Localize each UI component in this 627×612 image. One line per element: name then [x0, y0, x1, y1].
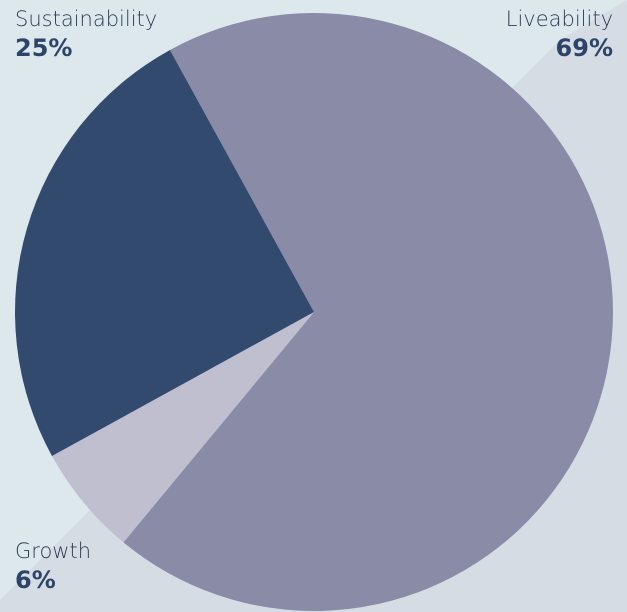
pie-slice-liveability	[123, 12, 614, 611]
slice-percent-liveability: 69%	[555, 34, 613, 63]
pie-slice-sustainability	[14, 49, 315, 457]
slice-name-sustainability: Sustainability	[15, 7, 158, 31]
slice-percent-growth: 6%	[15, 566, 56, 595]
slice-percent-sustainability: 25%	[15, 34, 73, 63]
slice-name-growth: Growth	[15, 539, 92, 563]
slice-label-sustainability: Sustainability 25%	[15, 8, 157, 61]
pie-slice-growth	[51, 312, 314, 543]
slice-name-liveability: Liveability	[505, 7, 613, 31]
slice-label-growth: Growth 6%	[15, 540, 91, 593]
slice-label-liveability: Liveability 69%	[506, 8, 613, 61]
